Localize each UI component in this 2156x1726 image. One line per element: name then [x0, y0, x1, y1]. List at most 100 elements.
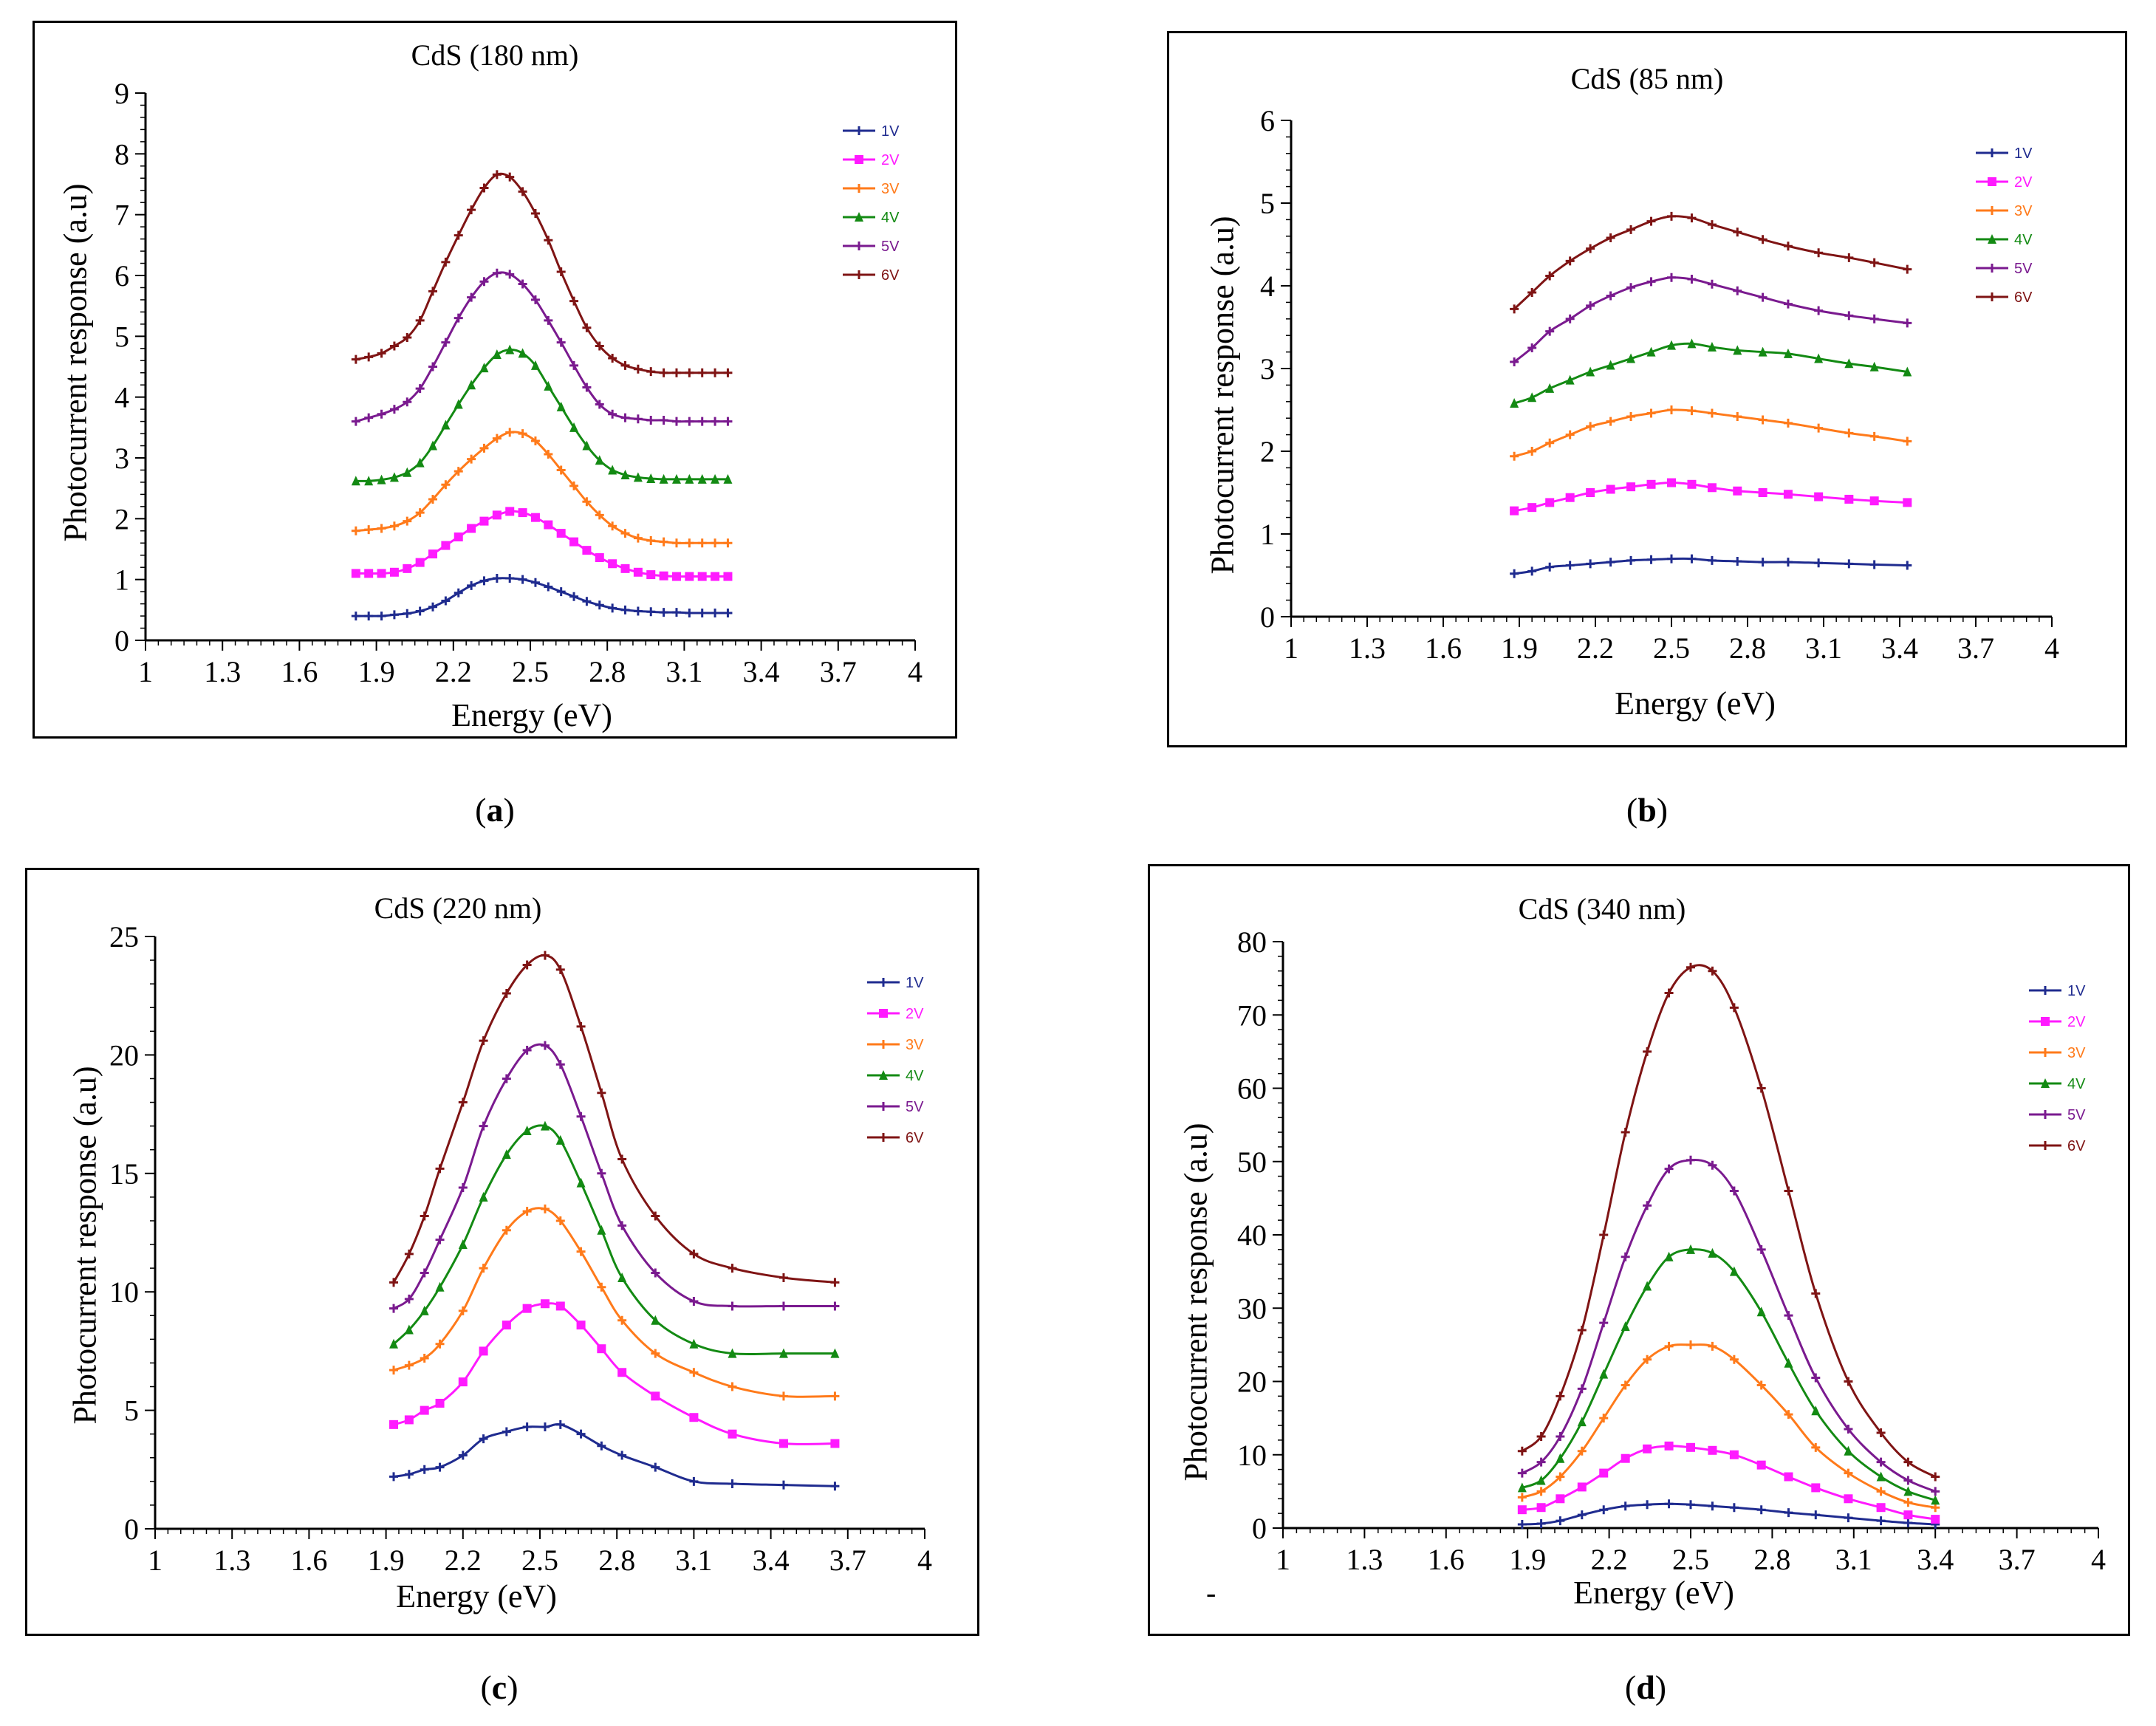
- data-point: [518, 187, 527, 196]
- data-point: [617, 1154, 627, 1164]
- data-point: [1686, 1500, 1695, 1510]
- data-point: [1510, 506, 1519, 516]
- data-point: [659, 608, 668, 617]
- x-tick-label: 3.1: [675, 1544, 712, 1577]
- data-point: [1686, 1340, 1695, 1349]
- data-point: [608, 465, 617, 475]
- data-point: [1876, 1457, 1886, 1467]
- data-point: [492, 510, 502, 520]
- data-point: [492, 268, 502, 278]
- data-point: [556, 465, 566, 475]
- data-point: [1646, 479, 1656, 489]
- data-point: [428, 362, 438, 371]
- data-point: [1707, 279, 1717, 289]
- x-tick-label: 3.1: [1835, 1543, 1872, 1576]
- data-point: [1869, 314, 1879, 323]
- legend-label-1V: 1V: [906, 975, 924, 991]
- data-point: [428, 440, 438, 451]
- data-point: [502, 988, 511, 998]
- data-point: [492, 434, 502, 443]
- data-point: [689, 1249, 699, 1258]
- chart-panel-a: CdS (180 nm) Photocurrent response (a.u)…: [32, 21, 957, 739]
- data-point: [1606, 484, 1615, 494]
- data-point: [1844, 311, 1854, 321]
- data-point: [1931, 1472, 1940, 1482]
- data-point: [1811, 1483, 1821, 1493]
- x-tick-label: 3.7: [1999, 1543, 2036, 1576]
- series-line-3V: [393, 1207, 835, 1398]
- data-point: [404, 1324, 414, 1335]
- data-point: [1784, 1311, 1793, 1321]
- series-line-5V: [393, 1043, 835, 1309]
- data-point: [1708, 1247, 1717, 1258]
- data-point: [1510, 451, 1519, 461]
- data-point: [540, 1299, 550, 1309]
- data-point: [723, 572, 733, 581]
- series-line-4V: [393, 1124, 835, 1356]
- data-point: [1687, 554, 1697, 564]
- x-tick-label: 4: [2091, 1543, 2106, 1576]
- data-point: [1643, 1444, 1652, 1453]
- data-point: [2041, 986, 2050, 995]
- series-line-3V: [355, 431, 728, 544]
- data-point: [1758, 346, 1767, 357]
- data-point: [492, 574, 502, 583]
- data-point: [617, 1368, 627, 1377]
- x-tick-label: 4: [917, 1544, 932, 1577]
- data-point: [377, 612, 386, 621]
- data-point: [1756, 1505, 1766, 1515]
- data-point: [595, 455, 604, 465]
- line-chart: 1 1.3 1.6 1.9 2.2 2.5 2.8 3.1 3.4 3.7 401020304050…: [1237, 925, 2106, 1576]
- y-tick-label: 60: [1237, 1072, 1267, 1106]
- data-point: [1599, 1505, 1609, 1515]
- data-point: [1565, 374, 1575, 385]
- data-point: [555, 1216, 565, 1225]
- data-point: [620, 529, 630, 538]
- data-point: [1606, 233, 1615, 243]
- data-point: [685, 572, 694, 581]
- data-point: [1733, 556, 1742, 566]
- series-line-4V: [1522, 1248, 1936, 1501]
- data-point: [1664, 1441, 1674, 1451]
- chart-title: CdS (180 nm): [411, 38, 579, 72]
- legend-label-6V: 6V: [881, 267, 900, 284]
- data-point: [1869, 560, 1879, 569]
- data-point: [646, 367, 656, 377]
- data-point: [711, 572, 720, 581]
- data-point: [1556, 1453, 1565, 1463]
- data-point: [389, 610, 399, 620]
- data-point: [569, 360, 579, 370]
- x-tick-label: 1.3: [204, 655, 241, 688]
- data-point: [576, 1112, 586, 1121]
- data-point: [540, 1041, 550, 1050]
- data-point: [1545, 562, 1555, 572]
- data-point: [1586, 244, 1595, 253]
- chart-title: CdS (220 nm): [374, 891, 542, 925]
- data-point: [428, 549, 438, 559]
- data-point: [351, 355, 360, 364]
- y-tick-label: 25: [109, 920, 139, 953]
- data-point: [1586, 301, 1595, 310]
- data-point: [1536, 1487, 1546, 1496]
- data-point: [544, 236, 553, 245]
- data-point: [576, 1321, 586, 1330]
- data-point: [1667, 554, 1676, 564]
- data-point: [1869, 431, 1879, 441]
- data-point: [1626, 482, 1636, 492]
- data-point: [1708, 1445, 1717, 1455]
- legend-label-2V: 2V: [906, 1006, 924, 1022]
- data-point: [428, 287, 438, 296]
- caption-open: (: [480, 1668, 492, 1706]
- data-point: [1729, 1355, 1739, 1364]
- data-point: [505, 428, 515, 437]
- data-point: [1756, 1244, 1766, 1254]
- data-point: [1646, 216, 1656, 226]
- data-point: [1758, 235, 1767, 244]
- data-point: [522, 1207, 532, 1216]
- legend-label-3V: 3V: [2014, 203, 2033, 219]
- data-point: [454, 230, 463, 240]
- data-point: [1527, 503, 1537, 513]
- data-point: [671, 417, 681, 426]
- data-point: [530, 578, 540, 587]
- data-point: [502, 1225, 511, 1235]
